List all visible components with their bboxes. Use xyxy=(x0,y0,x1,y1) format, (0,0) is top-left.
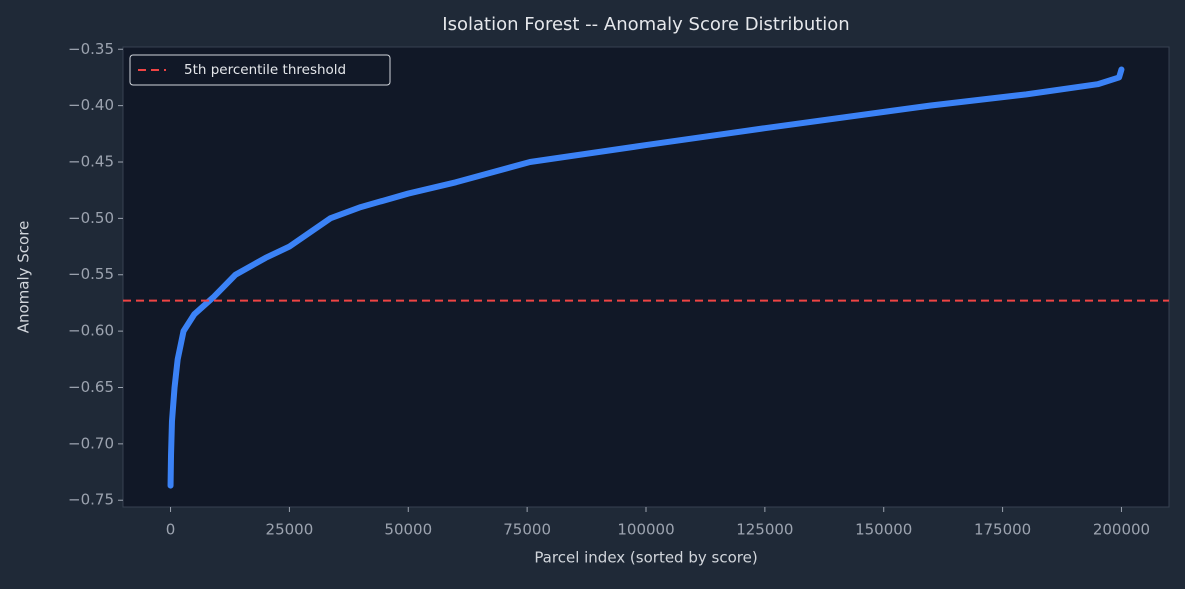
y-tick-label: −0.70 xyxy=(68,434,114,452)
y-tick-label: −0.50 xyxy=(68,209,114,227)
y-tick-label: −0.75 xyxy=(68,491,114,509)
y-tick-label: −0.55 xyxy=(68,265,114,283)
x-tick-label: 175000 xyxy=(974,521,1031,539)
x-tick-label: 50000 xyxy=(384,521,432,539)
score-line xyxy=(167,66,1125,489)
y-axis-label: Anomaly Score xyxy=(15,221,33,334)
y-tick-label: −0.45 xyxy=(68,153,114,171)
x-tick-label: 75000 xyxy=(503,521,551,539)
x-axis-label: Parcel index (sorted by score) xyxy=(534,549,757,567)
y-tick-label: −0.35 xyxy=(68,40,114,58)
chart-title: Isolation Forest -- Anomaly Score Distri… xyxy=(442,14,849,35)
x-tick-label: 125000 xyxy=(736,521,793,539)
x-tick-label: 25000 xyxy=(266,521,314,539)
legend-box xyxy=(129,54,391,86)
y-tick-label: −0.60 xyxy=(68,322,114,340)
x-tick-label: 200000 xyxy=(1093,521,1150,539)
y-tick-label: −0.40 xyxy=(68,96,114,114)
x-tick-label: 150000 xyxy=(855,521,912,539)
y-tick-label: −0.65 xyxy=(68,378,114,396)
plot-area xyxy=(122,46,1170,508)
x-tick-label: 100000 xyxy=(617,521,674,539)
legend-label: 5th percentile threshold xyxy=(184,62,346,78)
x-tick-label: 0 xyxy=(166,521,176,539)
